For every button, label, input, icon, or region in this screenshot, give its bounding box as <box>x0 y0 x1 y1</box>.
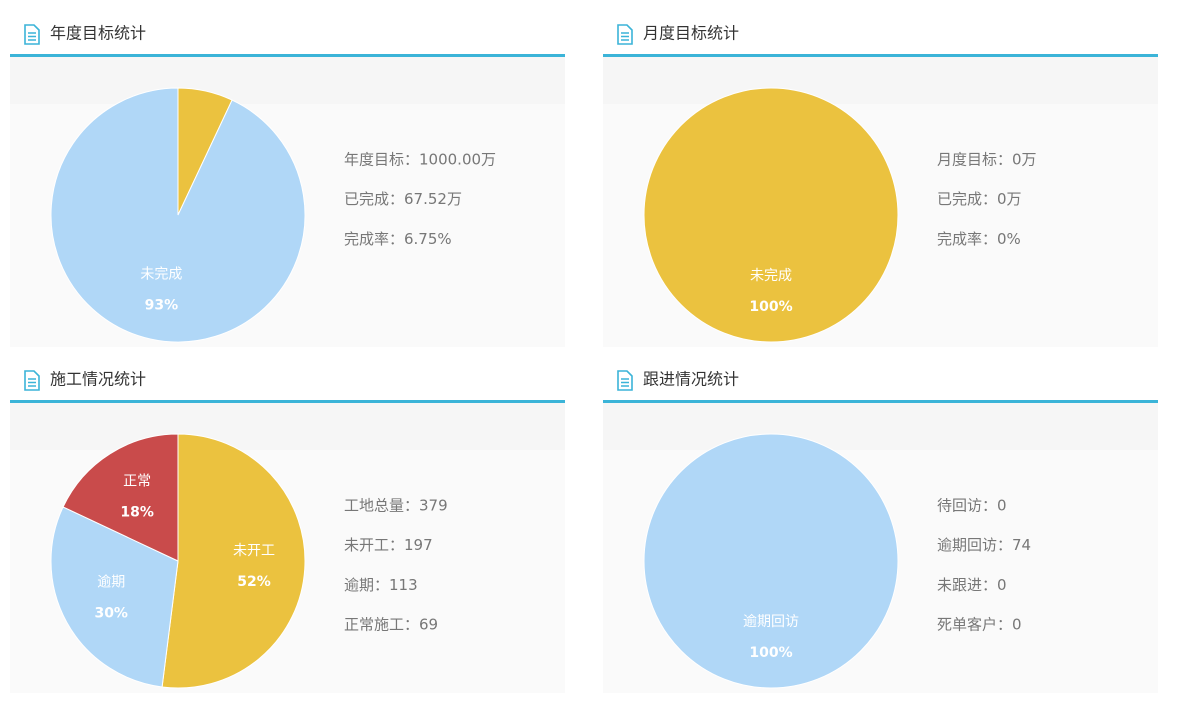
panel-title: 月度目标统计 <box>643 24 739 43</box>
stat-line: 完成率：0% <box>937 230 1021 248</box>
pie-slice <box>50 506 179 688</box>
slice-label: 逾期 <box>97 575 125 591</box>
slice-percent: 52% <box>237 574 271 590</box>
stat-line: 逾期：113 <box>344 576 418 594</box>
panel-title: 跟进情况统计 <box>643 370 739 389</box>
panel-title: 年度目标统计 <box>50 24 146 43</box>
header-underline <box>10 54 565 57</box>
panel-band <box>603 403 1158 450</box>
panel-header <box>10 360 565 400</box>
slice-label: 未完成 <box>140 266 182 282</box>
stat-line: 已完成：67.52万 <box>344 190 462 208</box>
pie-slice <box>50 87 306 343</box>
stat-line: 工地总量：379 <box>344 497 448 515</box>
header-underline <box>603 400 1158 403</box>
stat-line: 待回访：0 <box>937 497 1007 515</box>
pie-slice <box>643 433 899 689</box>
stat-line: 逾期回访：74 <box>937 536 1031 554</box>
stat-line: 月度目标：0万 <box>937 151 1037 169</box>
stat-line: 正常施工：69 <box>344 616 438 634</box>
stat-line: 死单客户：0 <box>937 616 1022 634</box>
slice-percent: 18% <box>120 505 154 521</box>
panel-title: 施工情况统计 <box>50 370 146 389</box>
stat-line: 未跟进：0 <box>937 576 1007 594</box>
stat-line: 未开工：197 <box>344 536 433 554</box>
slice-percent: 100% <box>749 645 792 661</box>
slice-percent: 30% <box>94 606 128 622</box>
slice-label: 未开工 <box>233 543 275 559</box>
header-underline <box>603 54 1158 57</box>
panel-band <box>603 57 1158 104</box>
panel-header <box>10 14 565 54</box>
pie-slice <box>62 433 179 562</box>
slice-percent: 93% <box>145 297 179 313</box>
doc-icon <box>24 24 40 45</box>
stat-line: 完成率：6.75% <box>344 230 452 248</box>
panel-band <box>10 57 565 104</box>
pie-slice <box>161 433 306 689</box>
stat-line: 已完成：0万 <box>937 190 1022 208</box>
panel-band <box>10 403 565 450</box>
header-underline <box>10 400 565 403</box>
doc-icon <box>617 24 633 45</box>
panel-header <box>603 360 1158 400</box>
pie-slice <box>643 87 899 343</box>
stat-line: 年度目标：1000.00万 <box>344 151 496 169</box>
panel-header <box>603 14 1158 54</box>
slice-label: 正常 <box>123 474 151 490</box>
doc-icon <box>24 370 40 391</box>
slice-label: 未完成 <box>750 268 792 284</box>
slice-percent: 100% <box>749 299 792 315</box>
doc-icon <box>617 370 633 391</box>
slice-label: 逾期回访 <box>743 614 799 630</box>
